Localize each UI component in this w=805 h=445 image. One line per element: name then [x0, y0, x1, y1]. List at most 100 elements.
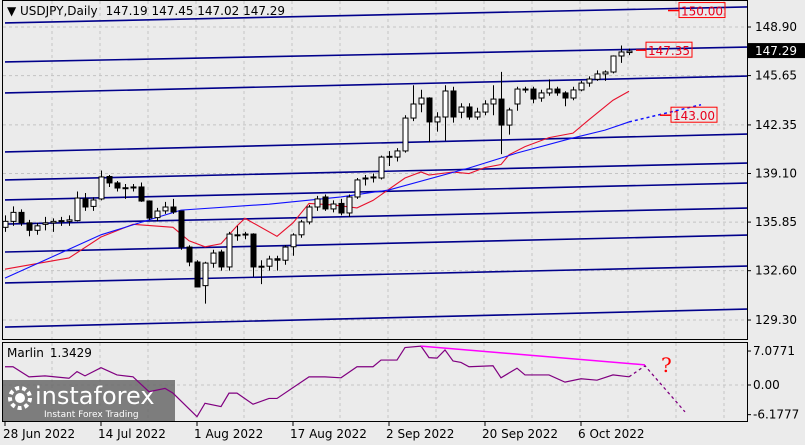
price-annotations: 150.00 147.35 143.00: [636, 2, 726, 123]
candle: [378, 155, 385, 180]
candle-body: [106, 176, 113, 184]
candle-body: [154, 210, 161, 219]
candle-body: [2, 220, 9, 228]
candle-body: [570, 89, 577, 99]
channel-line: [4, 162, 748, 181]
candle-body: [290, 234, 297, 248]
channel-line: [4, 133, 748, 153]
candle-body: [618, 51, 625, 57]
candle: [530, 86, 537, 104]
marlin-trendline: [420, 345, 646, 366]
target-label-box: [678, 2, 726, 19]
candle: [290, 233, 297, 256]
candle: [498, 71, 505, 155]
candle-body: [90, 199, 97, 207]
price-tick-label: 132.60: [755, 264, 797, 278]
instaforex-logo: instaforex Instant Forex Trading: [3, 380, 175, 421]
candle: [602, 70, 609, 81]
candle: [466, 103, 473, 120]
target-label: 150.00: [681, 5, 723, 19]
candle-body: [26, 222, 33, 231]
marlin-forecast-line: [628, 364, 686, 413]
candle-body: [242, 233, 249, 236]
target-label: 147.35: [648, 44, 690, 58]
candle: [458, 103, 465, 119]
candle: [434, 112, 441, 132]
indicator-tick-label: 0.00: [753, 378, 780, 392]
price-axis[interactable]: 148.90 145.65 142.35 139.10 135.85 132.60 129.…: [747, 20, 805, 327]
channel-lines: [4, 6, 748, 328]
triangle-down-icon[interactable]: ▼: [7, 4, 17, 18]
ohlc-readout: 147.19 147.45 147.02 147.29: [106, 4, 285, 18]
candle: [122, 183, 129, 199]
candle: [450, 86, 457, 123]
candle: [18, 209, 25, 226]
indicator-tick-label: 7.0771: [753, 344, 795, 358]
channel-line: [4, 308, 748, 328]
indicator-value: 1.3429: [50, 346, 92, 360]
candle: [34, 222, 41, 235]
candle-body: [490, 98, 497, 105]
candle-body: [10, 211, 17, 222]
time-tick-label: 2 Sep 2022: [386, 427, 454, 441]
candle: [202, 261, 209, 304]
candle-body: [538, 92, 545, 99]
candle: [66, 215, 73, 226]
candle: [338, 198, 345, 216]
candle: [354, 177, 361, 199]
candle-body: [66, 219, 73, 222]
channel-line: [4, 265, 748, 284]
candle: [10, 206, 17, 226]
time-axis[interactable]: 28 Jun 2022 14 Jul 2022 1 Aug 2022 17 Aug 2…: [3, 422, 645, 441]
candle-body: [218, 251, 225, 268]
candle: [130, 183, 137, 192]
price-tick-label: 148.90: [755, 20, 797, 34]
candle: [138, 182, 145, 202]
candle: [98, 170, 105, 201]
candle-body: [122, 187, 129, 190]
logo-brand: instaforex: [35, 382, 155, 410]
candle: [330, 200, 337, 213]
candle: [274, 255, 281, 271]
price-tick-label: 142.35: [755, 118, 797, 132]
candle: [170, 198, 177, 214]
candle-body: [274, 258, 281, 261]
candle-body: [50, 220, 57, 224]
candle-body: [186, 246, 193, 263]
candle-body: [138, 186, 145, 202]
candle-body: [130, 186, 137, 189]
target-label-box: [645, 41, 693, 58]
candle: [322, 194, 329, 211]
candle-body: [442, 90, 449, 118]
current-price-badge: [748, 43, 805, 59]
channel-line: [4, 75, 748, 94]
candle: [554, 86, 561, 96]
candle-body: [322, 196, 329, 210]
candle: [610, 55, 617, 74]
candle: [362, 175, 369, 186]
candle-body: [226, 233, 233, 268]
candle-body: [466, 106, 473, 118]
time-tick-label: 28 Jun 2022: [3, 427, 75, 441]
candle-body: [578, 82, 585, 91]
candle: [514, 86, 521, 111]
candle-body: [298, 221, 305, 236]
candle-body: [546, 88, 553, 94]
indicator-plot-frame: [2, 342, 748, 422]
candle-body: [562, 92, 569, 99]
candle-body: [450, 90, 457, 118]
logo-tagline: Instant Forex Trading: [44, 410, 139, 420]
candle: [570, 86, 577, 101]
candle: [250, 233, 257, 277]
candle: [578, 80, 585, 92]
candle: [426, 97, 433, 143]
candle: [474, 107, 481, 120]
candle-body: [514, 88, 521, 105]
candle: [74, 191, 81, 222]
candle-body: [74, 197, 81, 222]
candle-body: [378, 156, 385, 179]
candle-body: [250, 233, 257, 268]
candle: [154, 207, 161, 222]
